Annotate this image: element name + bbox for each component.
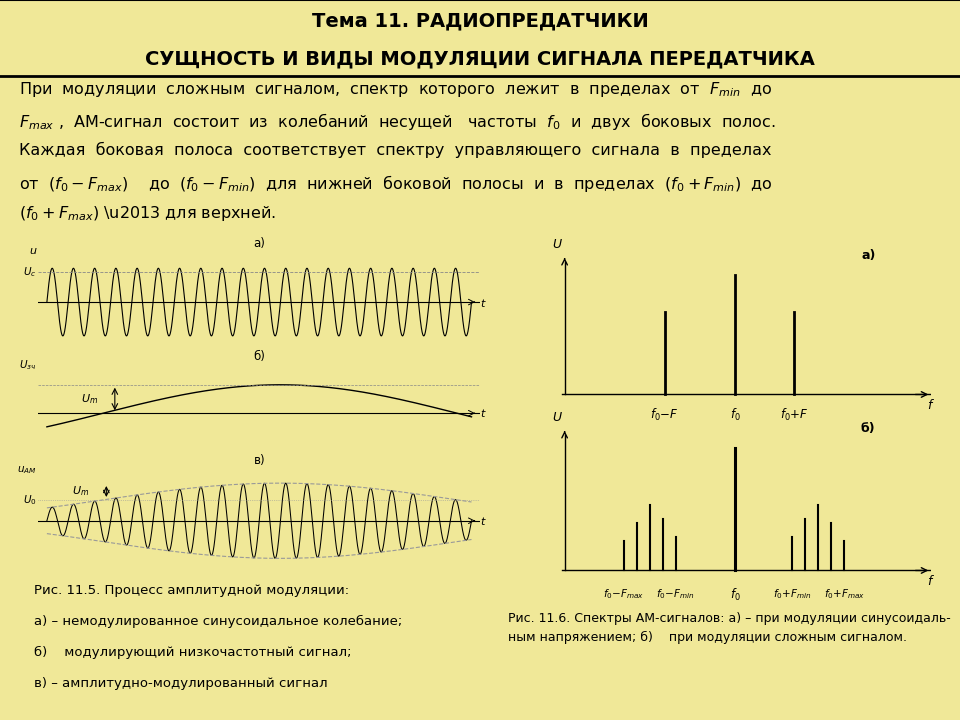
Text: $f_0{+}F$: $f_0{+}F$: [780, 406, 808, 423]
Text: СУЩНОСТЬ И ВИДЫ МОДУЛЯЦИИ СИГНАЛА ПЕРЕДАТЧИКА: СУЩНОСТЬ И ВИДЫ МОДУЛЯЦИИ СИГНАЛА ПЕРЕДА…: [145, 50, 815, 68]
Text: U: U: [553, 411, 562, 424]
Text: $f_0{+}F_{max}$: $f_0{+}F_{max}$: [824, 587, 865, 600]
Text: $f_0{-}F_{min}$: $f_0{-}F_{min}$: [657, 587, 695, 600]
Text: $U_0$: $U_0$: [22, 493, 36, 507]
Text: $u_{АМ}$: $u_{АМ}$: [16, 464, 36, 477]
Text: $U_{зч}$: $U_{зч}$: [19, 358, 36, 372]
Text: в) – амплитудно-модулированный сигнал: в) – амплитудно-модулированный сигнал: [35, 678, 328, 690]
Text: f: f: [927, 575, 932, 588]
Text: $f_0{+}F_{min}$: $f_0{+}F_{min}$: [773, 587, 811, 600]
Text: t: t: [480, 299, 485, 309]
Text: t: t: [480, 410, 485, 419]
Text: $U_m$: $U_m$: [72, 485, 89, 498]
Text: $U_c$: $U_c$: [23, 265, 36, 279]
Text: Тема 11. РАДИОПРЕДАТЧИКИ: Тема 11. РАДИОПРЕДАТЧИКИ: [312, 12, 648, 31]
Text: $U_m$: $U_m$: [81, 392, 98, 406]
Text: t: t: [480, 517, 485, 527]
Text: $f_0$: $f_0$: [730, 406, 740, 423]
Text: f: f: [927, 399, 932, 412]
Text: $f_0{-}F$: $f_0{-}F$: [650, 406, 679, 423]
Text: $f_0{-}F_{max}$: $f_0{-}F_{max}$: [603, 587, 644, 600]
Text: б): б): [253, 350, 265, 363]
Text: от  $\mathit{(f_0-F_{max})}$    до  $\mathit{(f_0-F_{min})}$  для  нижней  боков: от $\mathit{(f_0-F_{max})}$ до $\mathit{…: [19, 173, 773, 194]
Text: U: U: [553, 238, 562, 251]
Text: в): в): [253, 454, 265, 467]
Text: Рис. 11.5. Процесс амплитудной модуляции:: Рис. 11.5. Процесс амплитудной модуляции…: [35, 584, 349, 597]
Text: а): а): [861, 249, 876, 262]
Text: При  модуляции  сложным  сигналом,  спектр  которого  лежит  в  пределах  от  $\: При модуляции сложным сигналом, спектр к…: [19, 81, 772, 99]
Text: Каждая  боковая  полоса  соответствует  спектру  управляющего  сигнала  в  преде: Каждая боковая полоса соответствует спек…: [19, 142, 772, 158]
Text: Рис. 11.6. Спектры АМ-сигналов: а) – при модуляции синусоидаль-
ным напряжением;: Рис. 11.6. Спектры АМ-сигналов: а) – при…: [508, 612, 951, 644]
Text: u: u: [29, 246, 36, 256]
Text: б)    модулирующий низкочастотный сигнал;: б) модулирующий низкочастотный сигнал;: [35, 647, 351, 660]
Text: $\mathit{(f_0+F_{max})}$ \u2013 для верхней.: $\mathit{(f_0+F_{max})}$ \u2013 для верх…: [19, 204, 276, 222]
Text: а): а): [253, 237, 265, 250]
Text: б): б): [861, 422, 876, 435]
Text: $\mathit{F_{max}}$ ,  АМ-сигнал  состоит  из  колебаний  несущей   частоты  $\ma: $\mathit{F_{max}}$ , АМ-сигнал состоит и…: [19, 111, 776, 132]
Text: $f_0$: $f_0$: [730, 587, 740, 603]
Text: а) – немодулированное синусоидальное колебание;: а) – немодулированное синусоидальное кол…: [35, 615, 402, 629]
